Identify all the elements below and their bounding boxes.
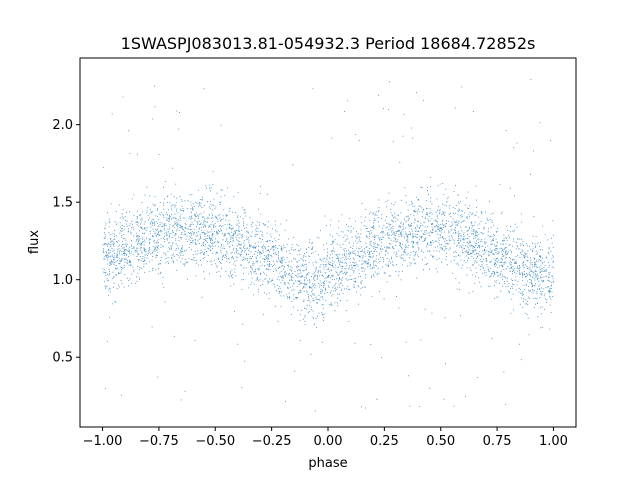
x-axis-label: phase (308, 456, 347, 471)
x-tick-label: 0.75 (483, 434, 512, 449)
y-axis-label: flux (27, 230, 42, 254)
x-tick-label: −0.50 (195, 434, 235, 449)
y-tick-label: 2.0 (52, 118, 73, 133)
x-tick-label: −1.00 (83, 434, 123, 449)
x-axis: −1.00 −0.75 −0.50 −0.25 0.00 0.25 0.50 0.75 1.00 (83, 427, 568, 449)
x-tick-label: 0.50 (426, 434, 455, 449)
chart-title: 1SWASPJ083013.81-054932.3 Period 18684.7… (121, 34, 536, 53)
x-tick-label: 1.00 (539, 434, 568, 449)
x-tick-label: −0.25 (252, 434, 292, 449)
y-axis: 0.5 1.0 1.5 2.0 (52, 118, 80, 366)
x-tick-label: 0.00 (314, 434, 343, 449)
x-tick-label: −0.75 (139, 434, 179, 449)
y-tick-label: 0.5 (52, 351, 73, 366)
y-tick-label: 1.0 (52, 273, 73, 288)
y-tick-label: 1.5 (52, 196, 73, 211)
x-tick-label: 0.25 (370, 434, 399, 449)
